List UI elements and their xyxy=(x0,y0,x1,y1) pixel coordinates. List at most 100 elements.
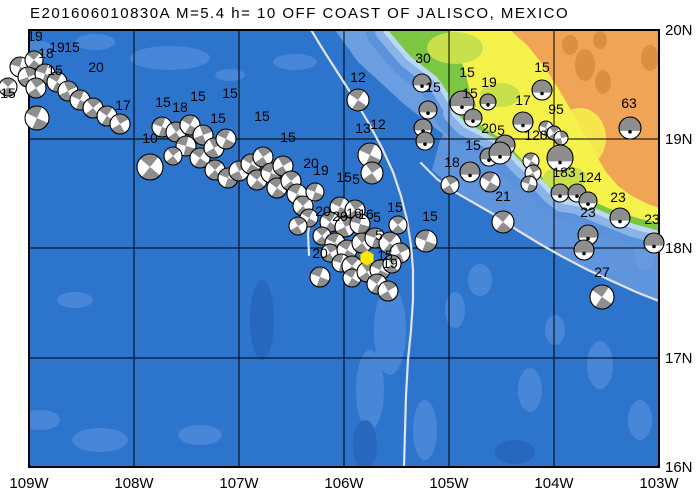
bathymetry-patch xyxy=(178,425,222,445)
depth-label: 10 xyxy=(142,130,158,146)
depth-label: 23 xyxy=(580,204,596,220)
depth-label: 120 xyxy=(524,127,548,143)
depth-label: 20 xyxy=(303,155,319,171)
focal-mechanism-marker xyxy=(388,215,408,235)
focal-mechanism-marker xyxy=(412,73,432,93)
bathymetry-patch xyxy=(29,410,60,430)
figure-title: E201606010830A M=5.4 h= 10 OFF COAST OF … xyxy=(30,5,570,22)
depth-label: 15 xyxy=(0,85,16,101)
depth-label: 30 xyxy=(415,50,431,66)
bathymetry-patch xyxy=(75,34,115,50)
focal-mechanism-marker xyxy=(24,50,44,70)
depth-label: 27 xyxy=(594,264,610,280)
bathymetry-patch xyxy=(130,46,210,70)
depth-label: 12 xyxy=(370,116,386,132)
land-peak-patch xyxy=(562,35,578,55)
bathymetry-patch xyxy=(353,420,377,467)
lon-tick-label: 103W xyxy=(639,475,679,492)
depth-label: 20 xyxy=(312,245,328,261)
focal-mechanism-marker xyxy=(618,116,642,140)
focal-mechanism-marker xyxy=(479,93,497,111)
depth-label: 15 xyxy=(336,169,352,185)
focal-mechanism-marker xyxy=(463,108,483,128)
depth-label: 5 xyxy=(352,171,360,187)
bathymetry-patch xyxy=(587,341,613,389)
bathymetry-patch xyxy=(518,368,542,412)
focal-mechanism-marker xyxy=(163,146,183,166)
lon-tick-label: 105W xyxy=(429,475,469,492)
depth-label: 13 xyxy=(355,120,371,136)
bathymetry-patch xyxy=(250,280,274,360)
focal-mechanism-marker xyxy=(415,131,435,151)
focal-mechanism-marker xyxy=(609,207,631,229)
bathymetry-patch xyxy=(215,69,245,81)
depth-label: 15 xyxy=(222,85,238,101)
lon-tick-label: 107W xyxy=(219,475,259,492)
depth-label: 15 xyxy=(254,108,270,124)
bathymetry-patch xyxy=(356,350,384,430)
depth-label: 183 xyxy=(552,164,576,180)
focal-mechanism-marker xyxy=(550,183,570,203)
focal-mechanism-marker xyxy=(479,171,501,193)
focal-mechanism-marker xyxy=(578,191,598,211)
depth-label: 15 xyxy=(422,208,438,224)
depth-label: 5 xyxy=(373,209,381,225)
depth-label: 16 xyxy=(346,205,362,221)
focal-mechanism-marker xyxy=(0,77,18,97)
depth-label: 15 xyxy=(64,39,80,55)
depth-label: 15 xyxy=(534,59,550,75)
focal-mechanism-marker xyxy=(459,161,481,183)
depth-label: 15 xyxy=(190,88,206,104)
depth-label: 15 xyxy=(465,137,481,153)
bathymetry-patch xyxy=(445,292,465,328)
depth-label: 20 xyxy=(332,208,348,224)
depth-label: 20 xyxy=(481,120,497,136)
depth-label: 18 xyxy=(444,154,460,170)
focal-mechanism-marker xyxy=(589,284,615,310)
depth-label: 19 xyxy=(49,39,65,55)
focal-mechanism-marker xyxy=(305,182,325,202)
focal-mechanism-marker xyxy=(109,113,131,135)
bathymetry-patch xyxy=(545,315,565,345)
bathymetry-patch xyxy=(273,54,317,70)
bathymetry-patch xyxy=(72,428,128,452)
depth-label: 23 xyxy=(610,189,626,205)
lon-tick-label: 108W xyxy=(114,475,154,492)
focal-mechanism-layer xyxy=(0,50,665,310)
bathymetry-patch xyxy=(413,400,437,460)
focal-mechanism-marker xyxy=(215,128,237,150)
depth-label: 15 xyxy=(47,62,63,78)
depth-label: 17 xyxy=(515,92,531,108)
plate-boundary-line xyxy=(309,30,415,467)
depth-label: 95 xyxy=(548,101,564,117)
focal-mechanism-marker xyxy=(136,153,164,181)
lon-tick-label: 104W xyxy=(534,475,574,492)
focal-mechanism-marker xyxy=(553,130,569,146)
depth-label: 15 xyxy=(280,129,296,145)
focal-mechanism-marker xyxy=(520,175,538,193)
land-vegetation-patch xyxy=(427,32,483,64)
event-epicenter-marker xyxy=(360,250,374,266)
bathymetry-patch xyxy=(468,264,492,296)
lat-tick-label: 17N xyxy=(665,350,693,367)
depth-label: 5 xyxy=(497,122,505,138)
lat-tick-label: 19N xyxy=(665,131,693,148)
focal-mechanism-marker xyxy=(531,79,553,101)
depth-label: 20 xyxy=(315,203,331,219)
land-peak-patch xyxy=(595,70,611,94)
focal-mechanism-marker xyxy=(57,80,79,102)
depth-label: 21 xyxy=(495,188,511,204)
depth-label: 19 xyxy=(313,162,329,178)
focal-mechanism-marker xyxy=(349,213,371,235)
depth-label: 16 xyxy=(358,206,374,222)
depth-label: 23 xyxy=(644,211,660,227)
focal-mechanism-marker xyxy=(418,100,438,120)
focal-mechanism-marker xyxy=(414,229,438,253)
depth-label: 15 xyxy=(377,247,393,263)
depth-label: 17 xyxy=(115,97,131,113)
focal-mechanism-marker xyxy=(288,216,308,236)
depth-label: 5 xyxy=(375,227,383,243)
